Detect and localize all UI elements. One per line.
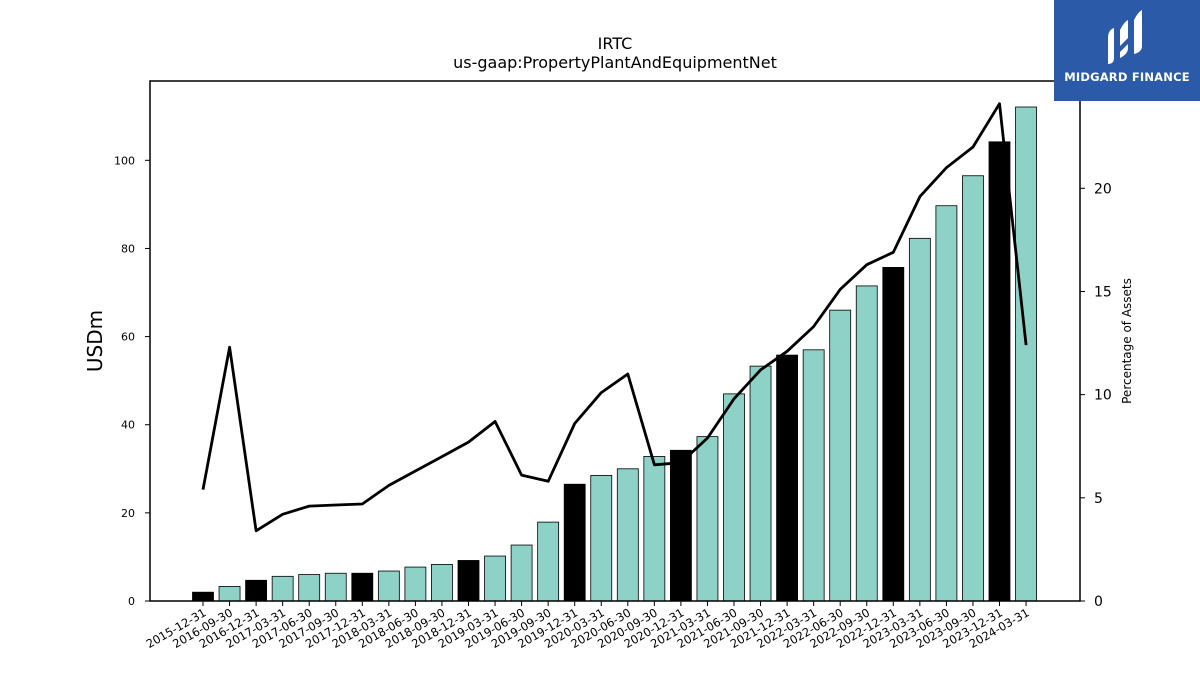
bar [749,365,772,602]
midgard-finance-logo: MIDGARD FINANCE [1054,0,1200,101]
bar [1015,106,1037,602]
y2-tick-label: 10 [1094,388,1112,404]
bar [590,475,613,602]
bar [935,205,958,602]
bar [908,237,931,602]
bar [457,560,480,602]
axes [149,80,1081,602]
bar [855,285,878,602]
bar [829,309,852,602]
bar [404,566,427,602]
bar [324,572,347,602]
y-tick-label: 80 [121,242,135,255]
bar [616,468,639,602]
bar [988,141,1011,602]
y-tick-label: 20 [121,507,135,520]
bar [696,436,719,602]
y-axis-label: USDm [83,310,107,372]
y2-tick-label: 20 [1094,181,1112,197]
y2-tick-labels: 0 5 10 15 20 [1080,181,1112,610]
bar [192,591,214,602]
bar [351,572,374,602]
y-tick-labels: 0 20 40 60 80 100 [114,154,150,608]
y2-axis-label: Percentage of Assets [1120,278,1134,404]
bar [510,544,533,602]
bar [245,579,268,602]
bar [218,586,241,602]
bar [776,354,798,602]
bar [377,570,400,602]
y-tick-label: 60 [121,331,135,344]
bar [271,575,294,602]
bar [298,574,321,602]
bar [670,449,692,602]
percentage-line [201,102,1028,533]
chart-title: IRTC [598,34,633,53]
plot-frame [149,80,1081,602]
bar [882,267,905,602]
bar [484,555,506,602]
bar [643,456,666,602]
y2-tick-label: 15 [1094,284,1112,300]
percentage-line-series [201,102,1028,533]
bar [431,564,453,602]
logo-text: MIDGARD FINANCE [1064,70,1190,84]
bar [563,483,586,602]
bar [723,393,745,602]
bar [537,521,560,602]
bar [962,175,984,602]
bar [802,349,825,602]
y2-tick-label: 5 [1094,491,1103,507]
bar-series [192,106,1037,602]
x-tick-labels: 2015-12-312016-09-302016-12-312017-03-31… [144,601,1032,651]
y2-tick-label: 0 [1094,594,1103,610]
y-tick-label: 100 [114,154,135,167]
logo-mark-icon [1108,10,1142,64]
chart-subtitle: us-gaap:PropertyPlantAndEquipmentNet [453,53,777,72]
y-tick-label: 0 [128,595,135,608]
y-tick-label: 40 [121,419,135,432]
